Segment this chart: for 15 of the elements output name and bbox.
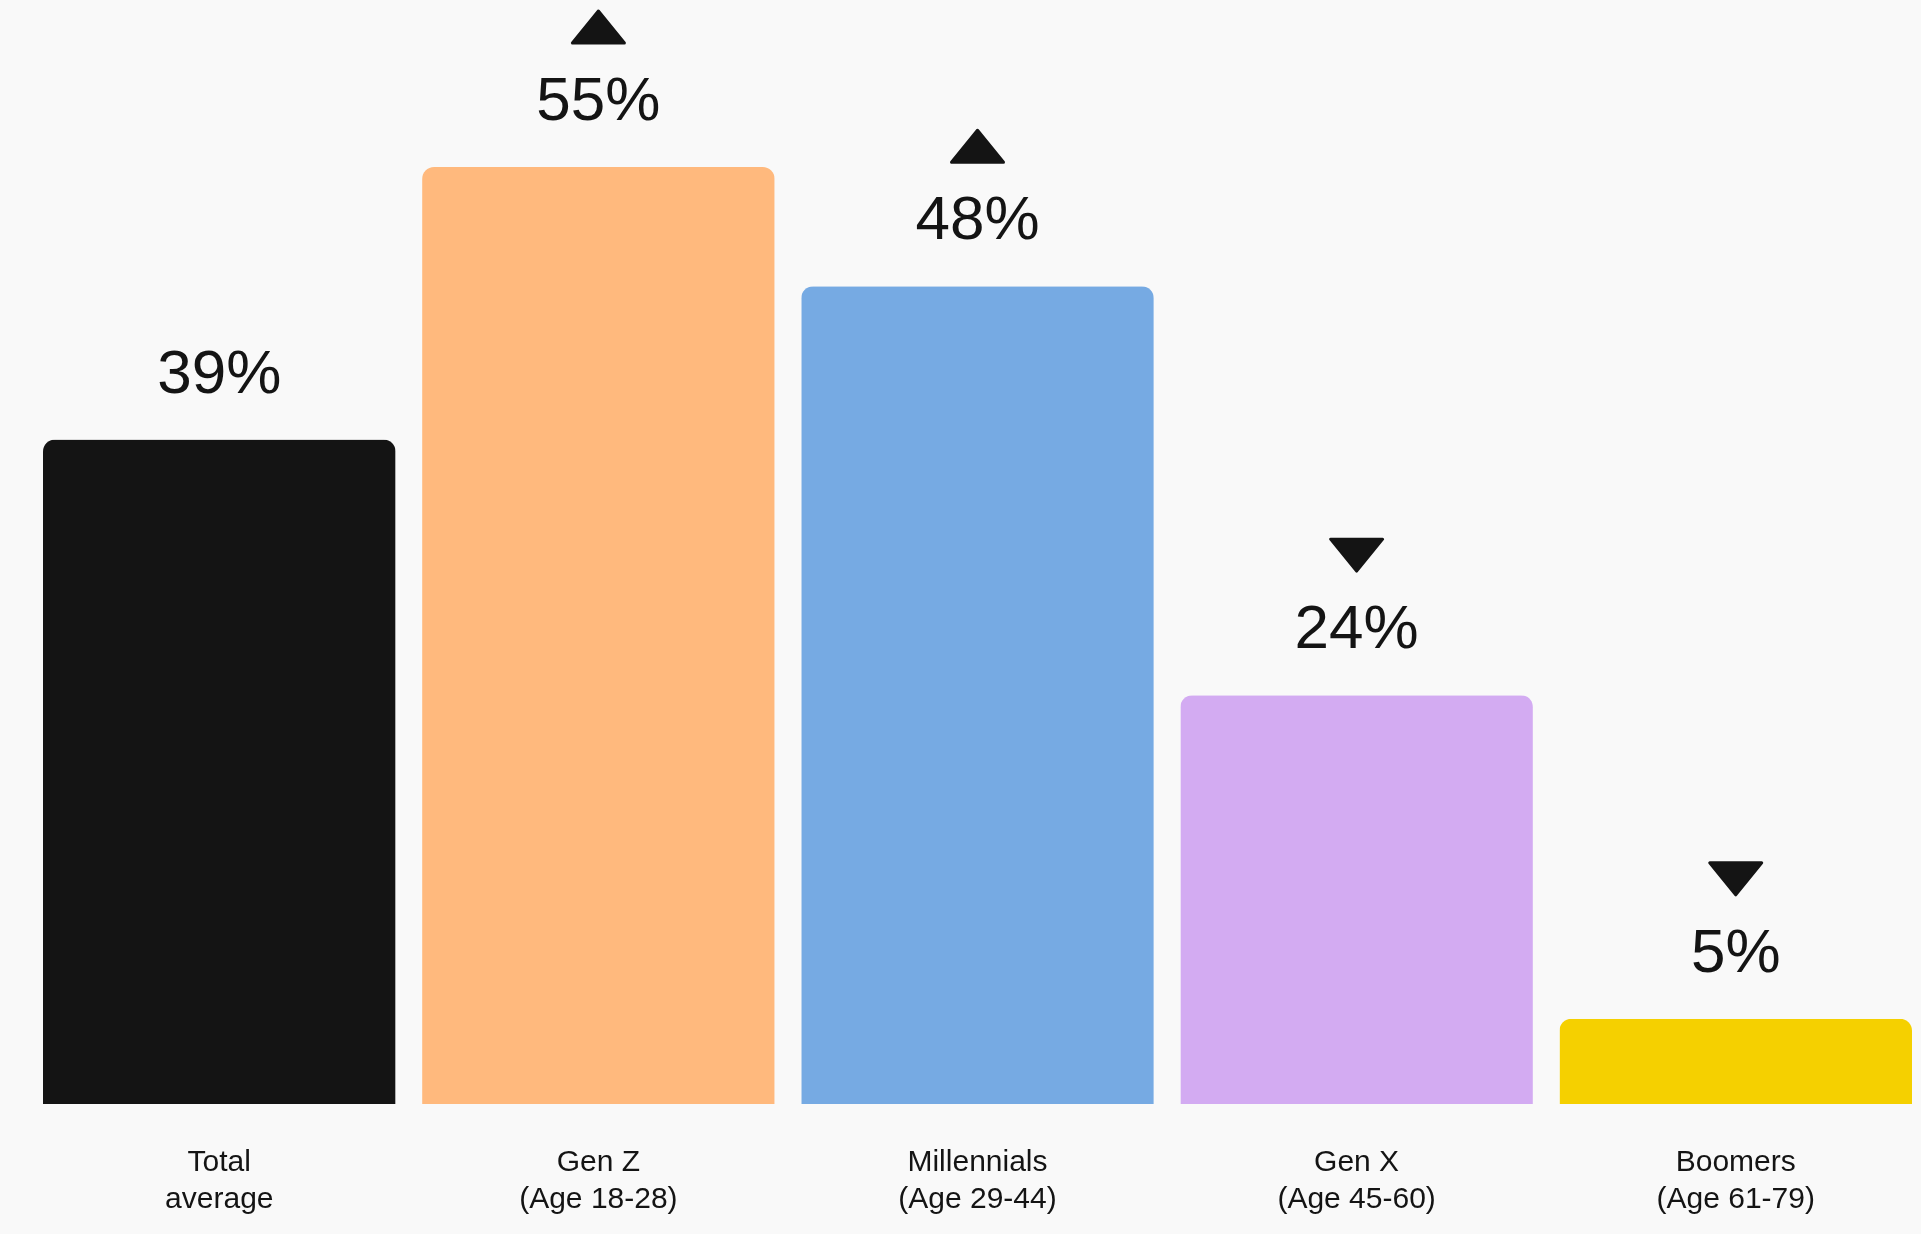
data-label: 5% xyxy=(1690,915,1781,985)
x-tick-label: Gen Z (Age 18-28) xyxy=(519,1143,678,1214)
data-label: 24% xyxy=(1294,592,1419,662)
x-tick-label: Gen X (Age 45-60) xyxy=(1277,1143,1436,1214)
data-label: 48% xyxy=(915,183,1040,253)
bar xyxy=(43,439,396,1104)
data-label: 39% xyxy=(157,336,282,406)
data-label: 55% xyxy=(536,64,661,133)
bar xyxy=(1559,1018,1912,1104)
x-tick-label: Boomers (Age 61-79) xyxy=(1656,1143,1815,1214)
bar xyxy=(1180,695,1533,1104)
x-tick-label: Millennials (Age 29-44) xyxy=(898,1143,1057,1214)
x-tick-label: Total average xyxy=(165,1143,274,1214)
bar xyxy=(422,167,775,1104)
bar xyxy=(801,286,1154,1104)
